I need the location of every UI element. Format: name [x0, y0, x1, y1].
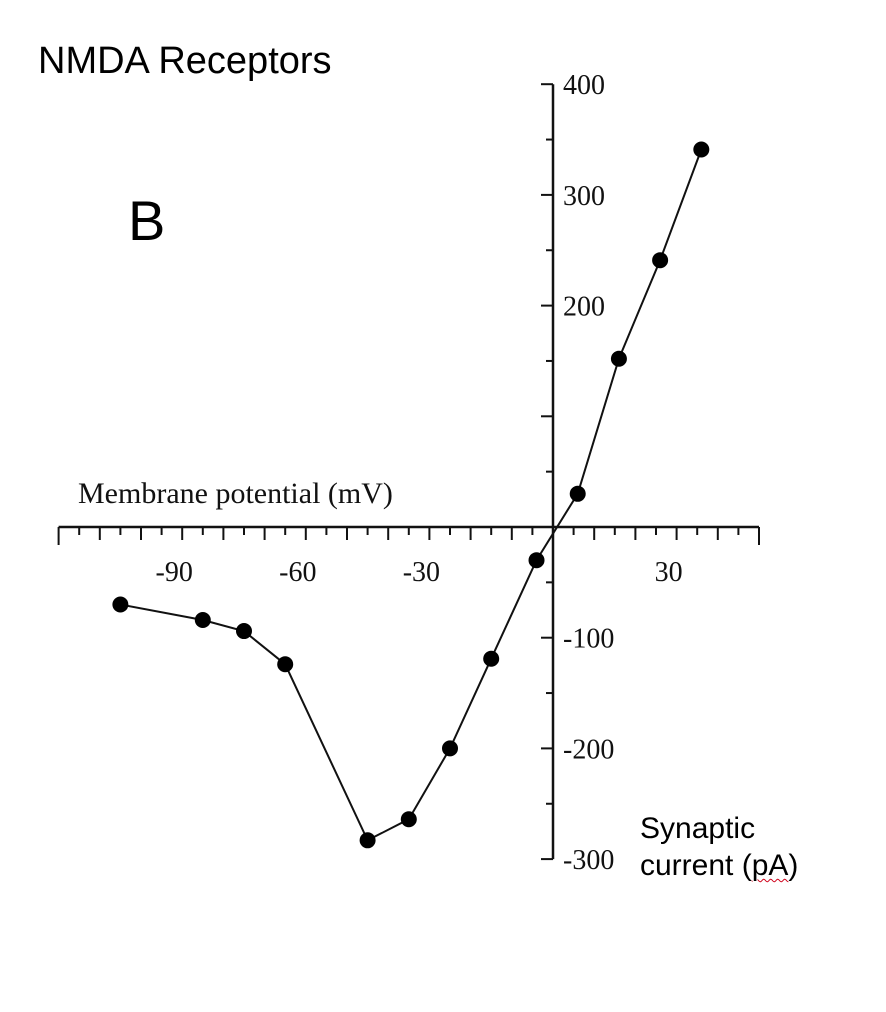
- y-tick-label: 400: [563, 70, 605, 101]
- y-axis-title: Synaptic current (pA): [640, 810, 798, 884]
- data-point: [400, 811, 417, 828]
- x-tick-label: -60: [279, 557, 316, 588]
- y-axis-title-line-2-a: current (pA): [640, 849, 799, 882]
- data-point: [359, 832, 376, 849]
- x-axis-title: Membrane potential (mV): [78, 477, 393, 510]
- tick-labels: -90 -60 -30 30 400 300 200 -100 -200 -300: [156, 70, 683, 876]
- data-point: [693, 141, 710, 158]
- y-axis-title-line-2: current (pA): [640, 847, 798, 884]
- x-tick-label: -30: [403, 557, 440, 588]
- data-point: [236, 623, 252, 640]
- y-axis-title-line-1: Synaptic: [640, 812, 756, 845]
- data-point: [569, 485, 586, 502]
- y-tick-label: 300: [563, 181, 605, 212]
- data-point: [277, 656, 294, 673]
- y-tick-label: 200: [563, 292, 605, 323]
- x-tick-label: 30: [655, 557, 683, 588]
- y-tick-label: -100: [563, 624, 614, 655]
- data-point: [528, 552, 545, 569]
- data-point: [442, 740, 458, 757]
- data-point: [652, 252, 669, 269]
- y-tick-label: -200: [563, 734, 614, 765]
- axes: [58, 84, 759, 860]
- data-point: [610, 350, 627, 367]
- spell-check-underline: pA: [751, 849, 789, 882]
- panel-label: B: [128, 189, 166, 252]
- y-tick-label: -300: [563, 845, 614, 876]
- x-tick-label: -90: [156, 557, 193, 588]
- data-point: [112, 596, 129, 613]
- ticks: [57, 83, 760, 861]
- page-title: NMDA Receptors: [38, 40, 332, 82]
- data-point: [483, 650, 500, 667]
- data-point: [194, 611, 211, 628]
- data-points: [112, 141, 710, 849]
